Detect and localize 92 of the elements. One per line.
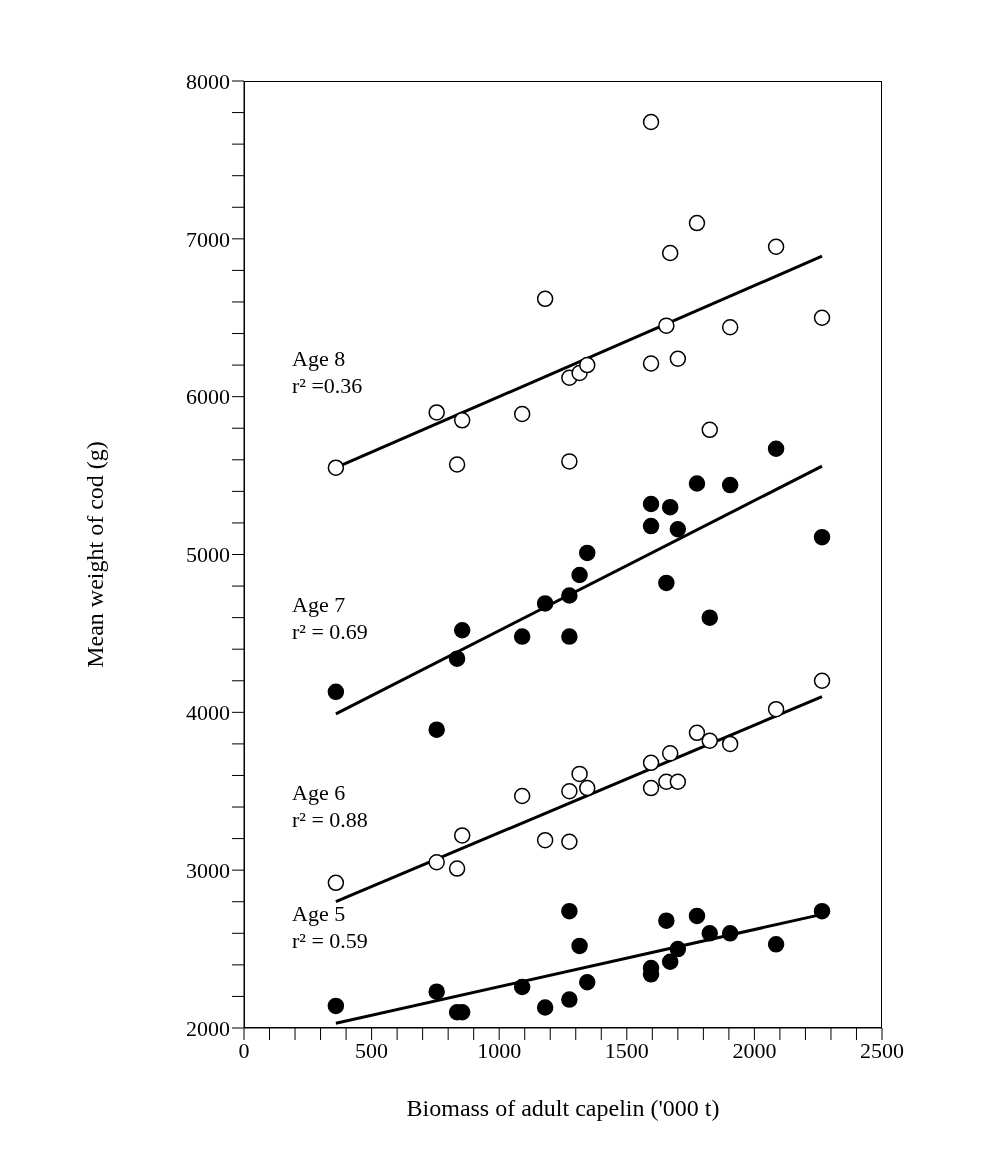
point [561,783,578,800]
annotation: Age 5 r² = 0.59 [292,900,368,955]
x-tick-label: 1500 [604,1037,649,1063]
y-tick-label: 5000 [186,542,230,568]
point [642,355,660,372]
point [536,831,554,849]
point [669,350,687,368]
point [642,113,660,131]
point [513,405,531,423]
point [658,574,675,592]
point [578,544,596,562]
annotation: Age 8 r² =0.36 [292,344,363,399]
x-tick-label: 2000 [732,1037,777,1063]
point [448,860,466,877]
point [327,683,345,701]
point [767,936,785,953]
y-tick-label: 8000 [186,68,230,94]
point [453,827,471,844]
point [327,997,345,1015]
point [561,902,578,920]
point [688,724,706,742]
y-tick-label: 4000 [186,700,230,726]
annotation: Age 6 r² = 0.88 [292,778,368,833]
point [688,475,706,492]
point [767,440,785,457]
point [513,787,531,805]
point [536,595,554,612]
point [701,732,718,749]
point [642,779,660,797]
point [428,404,445,421]
point [688,907,706,925]
point [513,978,531,996]
x-tick-label: 1000 [477,1037,522,1063]
point [701,609,718,626]
point [428,721,445,738]
point [813,902,831,920]
point [453,622,471,639]
x-tick-label: 0 [238,1037,250,1063]
x-tick-label: 500 [355,1037,389,1063]
point [642,754,660,772]
point [721,318,739,336]
point [536,290,554,308]
point [721,735,739,753]
point [661,953,679,970]
point [561,587,578,604]
point [701,421,718,439]
point [536,999,554,1016]
point [813,309,831,326]
point [578,779,596,797]
point [669,940,687,958]
point [327,874,345,892]
point [642,517,660,535]
y-tick-label: 6000 [186,384,230,410]
point [327,459,345,476]
point [453,412,471,429]
point [661,745,679,762]
point [513,628,531,645]
point [813,672,831,690]
point [428,983,445,1000]
point [571,937,588,955]
point [578,356,596,374]
point [658,912,675,929]
point [561,453,578,470]
point [661,498,679,516]
point [561,991,578,1008]
point [661,244,679,262]
point [448,650,466,667]
point [721,476,739,494]
point [448,456,466,473]
point [561,628,578,645]
point [428,854,445,871]
point [813,528,831,546]
point [767,700,785,718]
point [701,925,718,942]
point [571,566,588,584]
point [571,765,588,783]
y-tick-label: 7000 [186,226,230,252]
point [721,925,739,942]
point [669,773,687,791]
point [561,833,578,851]
y-tick-label: 2000 [186,1015,230,1041]
point [578,973,596,991]
point [669,521,687,538]
y-axis-title: Mean weight of cod (g) [81,441,108,668]
point [767,238,785,255]
x-tick-label: 2500 [860,1037,904,1063]
point [658,317,675,334]
y-tick-label: 3000 [186,857,230,883]
point [642,495,660,513]
annotation: Age 7 r² = 0.69 [292,591,368,645]
point [688,214,706,232]
x-axis-title: Biomass of adult capelin ('000 t) [406,1095,720,1121]
